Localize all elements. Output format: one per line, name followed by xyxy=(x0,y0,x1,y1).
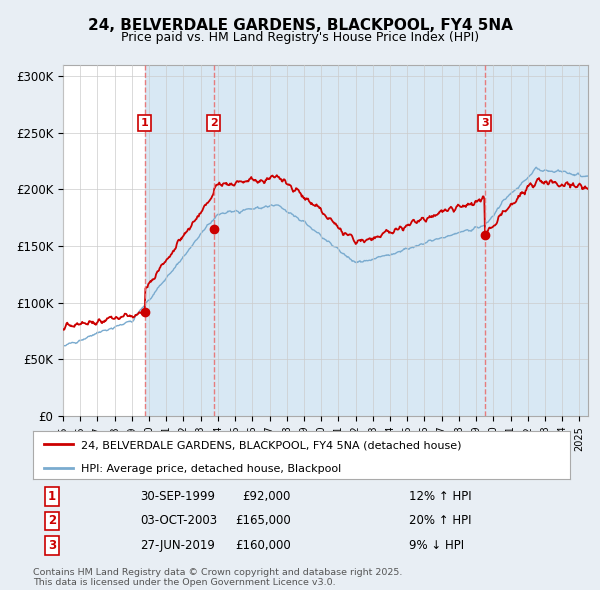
Text: 24, BELVERDALE GARDENS, BLACKPOOL, FY4 5NA (detached house): 24, BELVERDALE GARDENS, BLACKPOOL, FY4 5… xyxy=(82,440,462,450)
Text: 1: 1 xyxy=(48,490,56,503)
Text: 3: 3 xyxy=(48,539,56,552)
Text: 27-JUN-2019: 27-JUN-2019 xyxy=(140,539,215,552)
Text: 12% ↑ HPI: 12% ↑ HPI xyxy=(409,490,472,503)
Text: 20% ↑ HPI: 20% ↑ HPI xyxy=(409,514,472,527)
Text: £92,000: £92,000 xyxy=(242,490,291,503)
Text: 3: 3 xyxy=(481,118,488,128)
Text: £160,000: £160,000 xyxy=(235,539,291,552)
Text: 9% ↓ HPI: 9% ↓ HPI xyxy=(409,539,464,552)
Text: 03-OCT-2003: 03-OCT-2003 xyxy=(140,514,218,527)
Bar xyxy=(145,65,214,416)
Text: 30-SEP-1999: 30-SEP-1999 xyxy=(140,490,215,503)
Text: Price paid vs. HM Land Registry's House Price Index (HPI): Price paid vs. HM Land Registry's House … xyxy=(121,31,479,44)
Text: 2: 2 xyxy=(48,514,56,527)
Text: Contains HM Land Registry data © Crown copyright and database right 2025.
This d: Contains HM Land Registry data © Crown c… xyxy=(33,568,403,587)
Text: 1: 1 xyxy=(141,118,149,128)
Bar xyxy=(214,65,485,416)
Text: 24, BELVERDALE GARDENS, BLACKPOOL, FY4 5NA: 24, BELVERDALE GARDENS, BLACKPOOL, FY4 5… xyxy=(88,18,512,32)
Text: 2: 2 xyxy=(210,118,217,128)
Bar xyxy=(485,65,588,416)
Text: HPI: Average price, detached house, Blackpool: HPI: Average price, detached house, Blac… xyxy=(82,464,341,474)
Text: £165,000: £165,000 xyxy=(235,514,291,527)
